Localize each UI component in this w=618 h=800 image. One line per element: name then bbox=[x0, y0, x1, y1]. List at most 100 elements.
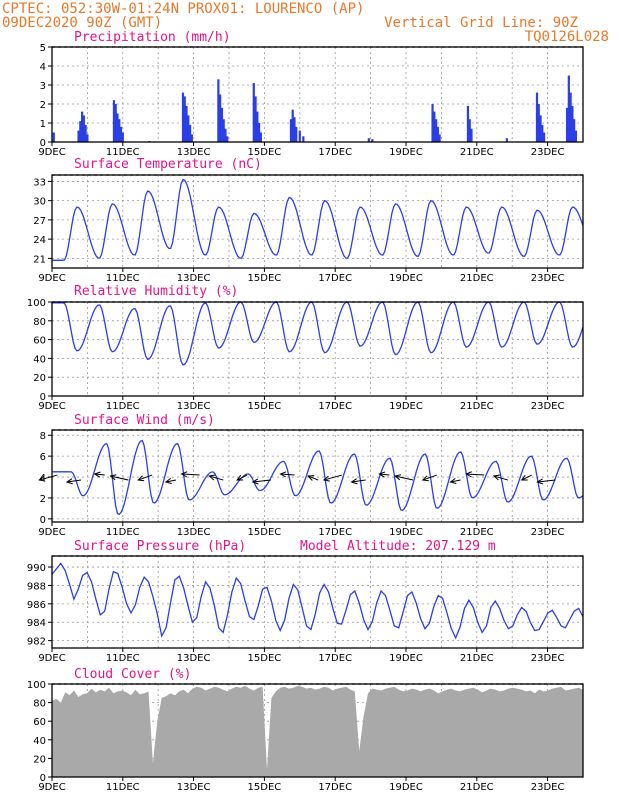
plot-frame bbox=[51, 301, 584, 397]
plot-frame bbox=[51, 429, 584, 523]
pressure-line bbox=[51, 562, 584, 640]
x-tick-label: 11DEC bbox=[106, 527, 140, 538]
y-tick-label: 3 bbox=[40, 81, 46, 92]
x-tick-label: 21DEC bbox=[460, 273, 494, 284]
wind-vector bbox=[165, 479, 176, 483]
model-altitude-label: Model Altitude: 207.129 m bbox=[300, 539, 496, 554]
precip-bar bbox=[537, 104, 540, 142]
precip-bar bbox=[298, 130, 301, 142]
x-tick-label: 23DEC bbox=[531, 147, 565, 158]
wind-vector bbox=[209, 475, 224, 481]
wind-vector bbox=[323, 474, 343, 481]
precip-bar bbox=[291, 109, 294, 142]
x-tick-label: 21DEC bbox=[460, 653, 494, 664]
precip-bar bbox=[505, 138, 508, 142]
humidity-title: Relative Humidity (%) bbox=[74, 284, 238, 299]
precip-bar bbox=[112, 100, 116, 142]
wind-vector-head bbox=[137, 475, 145, 482]
precip-bar bbox=[121, 132, 124, 142]
y-tick-label: 33 bbox=[33, 177, 46, 188]
precip-bar bbox=[86, 134, 89, 142]
wind-vector-head bbox=[536, 478, 544, 485]
precip-bar bbox=[470, 128, 473, 142]
precip-bar bbox=[431, 104, 434, 142]
precip-bar bbox=[220, 107, 224, 142]
wind-vector bbox=[450, 479, 461, 483]
wind-vector-head bbox=[180, 471, 188, 478]
precip-bar bbox=[371, 139, 374, 142]
wind-vector-head bbox=[393, 474, 402, 481]
precip-bar bbox=[114, 104, 117, 142]
y-tick-label: 988 bbox=[27, 581, 46, 592]
header-grid-line: Vertical Grid Line: 90Z bbox=[384, 15, 578, 31]
x-tick-label: 19DEC bbox=[389, 653, 423, 664]
x-tick-label: 11DEC bbox=[106, 273, 140, 284]
wind-vector bbox=[39, 474, 58, 481]
temperature-panel: Surface Temperature (nC) 21 24 27 30 33 9DEC 1… bbox=[33, 157, 584, 284]
x-tick-label: 15DEC bbox=[248, 273, 282, 284]
y-tick-label: 40 bbox=[33, 354, 46, 365]
precip-bar bbox=[565, 107, 569, 142]
x-tick-label: 15DEC bbox=[248, 147, 282, 158]
wind-vector-head bbox=[449, 478, 457, 484]
wind-vector bbox=[521, 474, 532, 481]
temperature-title: Surface Temperature (nC) bbox=[74, 157, 262, 172]
precip-bar bbox=[535, 92, 539, 142]
y-tick-label: 21 bbox=[33, 254, 46, 265]
wind-vector-head bbox=[38, 475, 46, 482]
header-station: CPTEC: 052:30W-01:24N PROX01: LOURENCO (… bbox=[2, 1, 364, 17]
precip-bar bbox=[436, 126, 439, 142]
wind-panel: Surface Wind (m/s) 0 2 4 6 8 9DEC 11DEC 13DEC 15… bbox=[38, 413, 584, 538]
precip-bar bbox=[119, 126, 123, 142]
precip-bar bbox=[257, 123, 261, 142]
y-tick-label: 0 bbox=[40, 515, 46, 526]
x-tick-label: 9DEC bbox=[38, 273, 65, 284]
wind-vector bbox=[110, 475, 129, 481]
x-tick-label: 19DEC bbox=[389, 401, 423, 412]
y-tick-label: 60 bbox=[33, 336, 46, 347]
x-tick-label: 17DEC bbox=[318, 782, 352, 793]
precip-bar bbox=[433, 111, 436, 142]
y-tick-label: 0 bbox=[40, 138, 46, 149]
wind-vector bbox=[181, 473, 200, 476]
precip-bar bbox=[541, 124, 544, 142]
x-tick-label: 11DEC bbox=[106, 653, 140, 664]
wind-vector-head bbox=[208, 474, 216, 481]
wind-vector bbox=[351, 479, 366, 483]
x-tick-label: 15DEC bbox=[248, 401, 282, 412]
x-tick-label: 23DEC bbox=[531, 782, 565, 793]
wind-vector bbox=[66, 479, 82, 483]
y-tick-label: 100 bbox=[27, 298, 46, 309]
precip-bar bbox=[80, 111, 84, 142]
y-tick-label: 80 bbox=[33, 317, 46, 328]
y-tick-label: 2 bbox=[40, 100, 46, 111]
y-tick-label: 6 bbox=[40, 452, 46, 463]
x-tick-label: 17DEC bbox=[318, 273, 352, 284]
x-tick-label: 23DEC bbox=[531, 527, 565, 538]
wind-vector-head bbox=[236, 474, 244, 481]
y-tick-label: 986 bbox=[27, 600, 46, 611]
wind-vector-head bbox=[251, 478, 259, 485]
precip-bar bbox=[190, 134, 193, 142]
wind-vector-head bbox=[421, 475, 429, 482]
y-tick-label: 1 bbox=[40, 119, 46, 130]
plot-frame bbox=[51, 46, 584, 143]
precip-bar bbox=[438, 134, 441, 142]
wind-vector-head bbox=[350, 478, 358, 485]
x-tick-label: 13DEC bbox=[177, 273, 211, 284]
x-tick-label: 23DEC bbox=[531, 401, 565, 412]
precip-bar bbox=[217, 79, 220, 142]
x-tick-label: 17DEC bbox=[318, 147, 352, 158]
precip-bar bbox=[185, 105, 188, 142]
y-tick-label: 100 bbox=[27, 680, 46, 691]
x-tick-label: 17DEC bbox=[318, 527, 352, 538]
x-tick-label: 15DEC bbox=[248, 653, 282, 664]
x-tick-label: 23DEC bbox=[531, 273, 565, 284]
y-tick-label: 80 bbox=[33, 699, 46, 710]
precip-bar bbox=[84, 124, 87, 142]
x-tick-label: 19DEC bbox=[389, 782, 423, 793]
wind-vector bbox=[252, 479, 271, 483]
x-tick-label: 9DEC bbox=[38, 147, 65, 158]
precip-bar bbox=[293, 117, 296, 142]
x-tick-label: 9DEC bbox=[38, 527, 65, 538]
